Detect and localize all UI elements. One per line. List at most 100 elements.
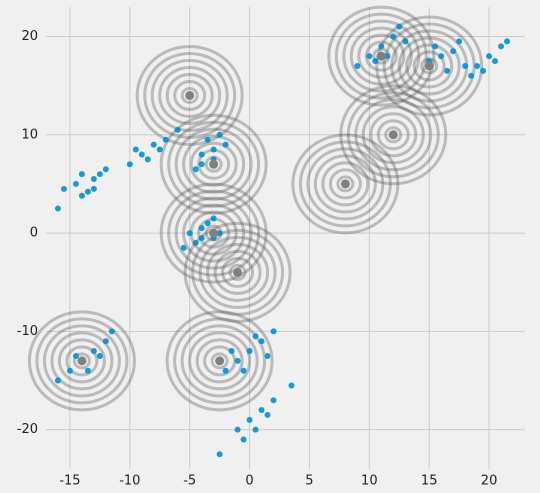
contour [182,203,246,263]
contour [167,189,261,277]
data-point [252,426,259,433]
contour [189,141,238,187]
y-tick-label: 10 [21,127,38,142]
contour [180,86,199,104]
data-point [132,146,139,153]
data-point [354,62,361,69]
contour [364,40,398,72]
data-point [234,426,241,433]
data-point [504,38,511,45]
data-point [102,338,109,345]
contour [361,105,425,165]
component-center [209,159,219,169]
data-point [150,141,157,148]
data-point [90,176,97,183]
contour [57,338,106,384]
component-center [424,61,434,71]
data-point [492,58,499,65]
x-tick-label: 5 [305,474,313,489]
contour [167,120,261,208]
contour [328,168,362,200]
data-point [72,180,79,187]
contour [291,133,400,235]
data-point [198,161,205,168]
contour [135,44,244,146]
x-tick-label: -10 [119,474,140,489]
data-point [84,188,91,195]
data-point [240,436,247,443]
data-point [192,239,199,246]
contour [346,91,440,179]
y-tick-label: 20 [21,29,38,44]
data-point [78,171,85,178]
component-center [185,90,195,100]
contour [375,15,484,117]
data-point [96,171,103,178]
data-point [66,367,73,374]
contour [174,127,253,201]
data-point [444,67,451,74]
contour [397,36,461,96]
contour [376,119,410,151]
contour [143,51,237,139]
data-point [198,151,205,158]
data-point [54,205,61,212]
contour [35,317,129,405]
data-point [60,185,67,192]
data-point [396,23,403,30]
data-point [438,53,445,60]
data-point [474,62,481,69]
data-point [186,230,193,237]
contour [206,242,270,302]
data-point [234,357,241,364]
data-point [252,333,259,340]
data-point [456,38,463,45]
contour [349,26,413,86]
contour [405,43,454,89]
data-point [144,156,151,163]
data-point [78,192,85,199]
contour [173,317,267,405]
data-point [108,328,115,335]
data-point [162,136,169,143]
contour [228,263,247,281]
y-tick-label: -10 [17,324,38,339]
data-point [126,161,133,168]
component-center [209,228,219,238]
contour [173,79,207,111]
contour [165,310,274,412]
data-point [174,126,181,133]
data-point [204,220,211,227]
contour [369,112,418,158]
data-point [180,244,187,251]
data-point [270,397,277,404]
contour [72,352,91,370]
data-point [366,53,373,60]
data-point [450,48,457,55]
contour [50,331,114,391]
data-point [96,352,103,359]
component-center [388,130,398,140]
data-point [462,62,469,69]
data-point [138,151,145,158]
data-point [432,43,439,50]
data-point [264,352,271,359]
data-point [288,382,295,389]
data-point [258,407,265,414]
component-center [233,267,243,277]
contour [27,310,136,412]
contour [159,182,268,284]
contour [165,72,214,118]
data-point [228,348,235,355]
component-center [376,51,386,61]
contour [180,324,259,398]
data-point [240,367,247,374]
x-tick-label: -5 [183,474,196,489]
contour [384,126,403,144]
component-center [215,356,225,366]
contour [321,161,370,207]
data-point [480,67,487,74]
contour [327,5,436,107]
data-point [102,166,109,173]
x-tick-label: -15 [59,474,80,489]
